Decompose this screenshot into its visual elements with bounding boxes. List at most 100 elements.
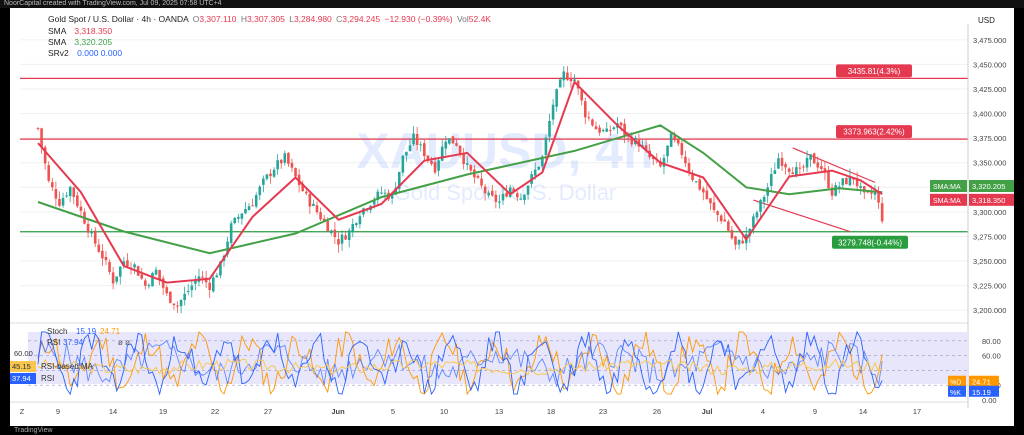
indicator-name: SMA	[48, 26, 66, 36]
candle-body	[676, 139, 680, 144]
price-tick-label: 3,275.000	[973, 232, 1006, 241]
candle-body	[154, 269, 158, 275]
stoch-d-badge-label: %D	[950, 380, 961, 387]
candle-body	[229, 223, 233, 243]
time-tick-label: 10	[440, 407, 448, 416]
rsi-ma-line	[37, 357, 883, 376]
ohlc-high-label: H	[240, 14, 248, 24]
candle-body	[644, 145, 648, 150]
indicator-value: 0.000 0.000	[77, 48, 123, 58]
rsi-ma-left-value: 45.15	[12, 362, 31, 371]
candle-body	[558, 79, 562, 88]
candle-body	[805, 157, 809, 168]
candle-body	[469, 165, 473, 171]
candle-body	[258, 186, 262, 196]
currency-label[interactable]: USD	[978, 16, 995, 25]
candle-body	[641, 145, 644, 147]
candle-body	[870, 192, 873, 194]
candle-body	[126, 260, 129, 267]
sma-badge-label: SMA:MA	[933, 184, 961, 191]
candle-body	[490, 190, 494, 196]
chart-area[interactable]: XAUUSD, 4h Gold Spot / U.S. Dollar 3435.…	[10, 8, 1014, 426]
candle-body	[651, 157, 655, 160]
candle-body	[591, 119, 594, 126]
window-title-bar: NoorCapital created with TradingView.com…	[0, 0, 1024, 8]
tradingview-logo: TradingView	[14, 427, 53, 434]
candle-body	[147, 284, 151, 287]
candle-body	[219, 261, 222, 276]
candle-body	[845, 177, 848, 185]
candle-body	[601, 130, 605, 132]
stoch-k-value: 15.19	[76, 327, 97, 336]
candle-body	[505, 192, 508, 197]
candle-body	[408, 145, 412, 152]
ohlc-close: 3,294.245	[342, 14, 381, 24]
rsi-extra: ø ø	[118, 338, 130, 347]
indicator-sma-slow[interactable]: SMA 3,320.205	[48, 37, 112, 48]
candle-body	[465, 163, 469, 165]
candle-body	[176, 305, 179, 307]
price-tick-label: 3,400.000	[973, 110, 1006, 119]
time-tick-label: Jun	[331, 407, 345, 416]
candle-body	[719, 215, 723, 222]
stoch-d-badge	[948, 375, 966, 387]
sma-badge-label: SMA:MA	[933, 198, 961, 205]
candle-body	[233, 217, 237, 224]
candle-body	[494, 194, 498, 202]
candle-body	[412, 133, 415, 145]
candle-body	[823, 168, 827, 173]
candle-body	[397, 171, 401, 189]
sma-fast-line	[37, 80, 883, 284]
candle-body	[247, 206, 251, 211]
candle-body	[609, 130, 612, 132]
candle-body	[340, 234, 344, 244]
level-badge	[836, 125, 912, 139]
osc-tick-label: 80.00	[982, 337, 1001, 346]
candle-body	[179, 300, 183, 307]
price-tick-label: 3,350.000	[973, 159, 1006, 168]
candle-body	[623, 123, 626, 136]
price-label-badge	[969, 180, 1014, 193]
indicator-name: SMA	[48, 37, 66, 47]
candle-body	[140, 274, 144, 279]
candle-body	[183, 293, 186, 301]
indicator-srv2[interactable]: SRv2 0.000 0.000	[48, 48, 122, 59]
stoch-d-line	[37, 330, 883, 396]
indicator-value: 3,318.350	[74, 26, 113, 36]
candle-body	[730, 230, 734, 239]
candle-body	[498, 201, 501, 203]
candle-body	[405, 151, 408, 156]
candle-body	[165, 287, 169, 294]
candle-body	[344, 235, 347, 240]
time-tick-label: 18	[547, 407, 555, 416]
candle-body	[319, 212, 322, 220]
price-axis[interactable]: 3,200.000 3,225.000 3,250.000 3,275.000 3,30…	[930, 24, 1014, 408]
candle-body	[444, 141, 448, 149]
candle-body	[673, 135, 676, 141]
candle-body	[816, 162, 820, 168]
ohlc-low: 3,284.980	[293, 14, 332, 24]
candle-body	[694, 181, 698, 183]
price-label-badge	[969, 193, 1014, 206]
symbol-title[interactable]: Gold Spot / U.S. Dollar · 4h · OANDA	[48, 14, 189, 24]
candle-body	[237, 216, 240, 219]
candle-body	[544, 137, 548, 155]
candle-body	[312, 203, 315, 206]
candle-body	[820, 166, 823, 170]
indicator-sma-fast[interactable]: SMA 3,318.350	[48, 26, 112, 37]
candle-body	[573, 79, 576, 82]
candle-body	[830, 187, 834, 196]
candle-body	[294, 168, 297, 177]
candle-body	[111, 272, 115, 284]
price-tick-label: 3,425.000	[973, 85, 1006, 94]
time-axis[interactable]: Z 9 14 19 22 27 Jun 5 10 13 18 23 26 Jul 4 9 14 17	[10, 401, 968, 416]
ohlc-close-label: C	[336, 14, 343, 24]
candle-body	[440, 146, 444, 161]
price-tick-label: 3,250.000	[973, 257, 1006, 266]
candle-body	[426, 155, 430, 160]
price-tick-label: 3,375.000	[973, 134, 1006, 143]
candle-body	[115, 276, 118, 282]
time-tick-label: 14	[859, 407, 867, 416]
chart-canvas[interactable]: XAUUSD, 4h Gold Spot / U.S. Dollar 3435.…	[10, 8, 1014, 426]
